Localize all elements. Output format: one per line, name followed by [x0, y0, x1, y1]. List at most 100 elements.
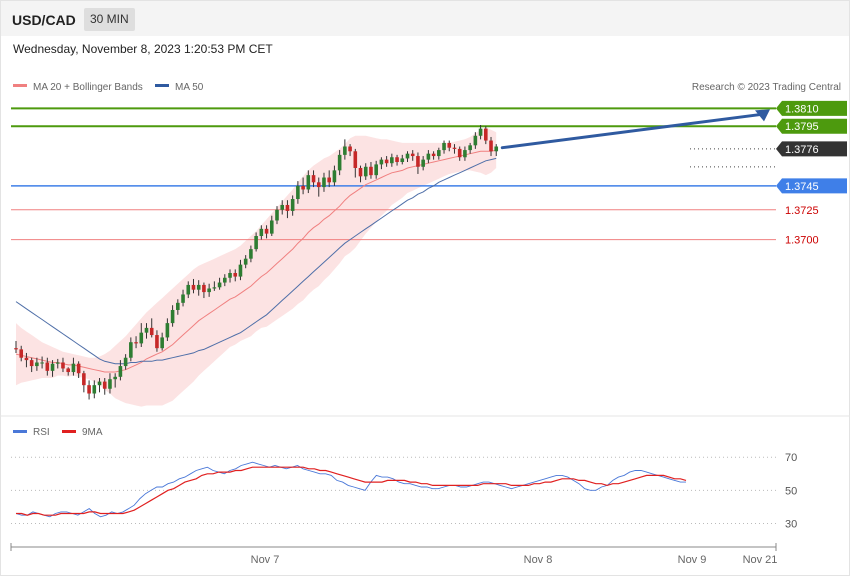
- ma50-line: [15, 157, 497, 365]
- bull-candle: [129, 342, 133, 358]
- bull-candle: [55, 362, 60, 364]
- price-panel: 1.3810 1.3795 1.3776 1.3745 1.3725 1.3700: [11, 100, 847, 407]
- bear-candle: [457, 148, 462, 158]
- ma9-legend-label: 9MA: [82, 427, 103, 438]
- symbol-title: USD/CAD: [12, 12, 76, 28]
- bear-candle: [155, 335, 159, 349]
- bear-candle: [191, 284, 196, 290]
- ma9-legend-swatch: [62, 430, 76, 433]
- ma20-legend-swatch: [13, 84, 27, 87]
- bull-candle: [170, 309, 175, 324]
- rsi-tick-label: 50: [785, 485, 797, 497]
- bear-candle: [353, 151, 358, 168]
- bear-candle: [452, 147, 457, 149]
- level-label: 1.3700: [785, 235, 819, 247]
- bear-candle: [316, 182, 321, 188]
- pivot-level-tag: [776, 141, 847, 157]
- bull-candle: [259, 228, 264, 237]
- bull-candle: [35, 362, 39, 367]
- support-level-tag: [776, 178, 847, 194]
- datetime-label: Wednesday, November 8, 2023 1:20:53 PM C…: [13, 42, 273, 56]
- bear-candle: [301, 185, 305, 190]
- bull-candle: [254, 236, 258, 250]
- rsi-legend-label: RSI: [33, 427, 50, 438]
- bear-candle: [431, 153, 436, 157]
- rsi-panel: 70 50 30: [11, 452, 797, 530]
- bull-candle: [405, 153, 410, 159]
- bear-candle: [327, 177, 331, 183]
- level-tag-label: 1.3776: [785, 144, 819, 156]
- forecast-arrow-head: [755, 109, 770, 122]
- bull-candle: [275, 209, 279, 221]
- bull-candle: [363, 166, 368, 177]
- bull-candle: [217, 282, 222, 288]
- time-axis-label: Nov 9: [678, 554, 707, 566]
- bear-candle: [395, 157, 399, 163]
- rsi-line: [15, 461, 686, 518]
- bear-candle: [102, 381, 107, 389]
- ma50-legend-label: MA 50: [175, 82, 204, 93]
- bull-candle: [176, 302, 180, 310]
- bull-candle: [280, 204, 285, 210]
- bull-candle: [144, 327, 149, 333]
- bull-candle: [494, 146, 499, 152]
- bear-candle: [149, 327, 154, 336]
- ma50-legend-swatch: [155, 84, 169, 87]
- bollinger-band: [16, 127, 497, 407]
- bull-candle: [186, 284, 191, 295]
- bear-candle: [61, 362, 65, 369]
- bear-candle: [410, 153, 415, 157]
- bear-candle: [66, 368, 70, 373]
- bear-candle: [29, 360, 34, 367]
- bear-candle: [489, 140, 493, 152]
- bear-candle: [82, 373, 86, 386]
- bear-candle: [384, 159, 389, 164]
- level-tag-label: 1.3745: [785, 181, 819, 193]
- bull-candle: [463, 150, 467, 158]
- bear-candle: [358, 167, 363, 177]
- bull-candle: [473, 135, 478, 146]
- time-axis-label: Nov 8: [524, 554, 553, 566]
- bear-candle: [14, 348, 18, 350]
- rsi-legend-swatch: [13, 430, 27, 433]
- bear-candle: [311, 175, 316, 183]
- timeframe-button[interactable]: 30 MIN: [84, 8, 135, 31]
- bear-candle: [484, 128, 488, 141]
- bull-candle: [212, 287, 217, 289]
- bear-candle: [45, 362, 50, 371]
- time-axis-label: Nov 21: [743, 554, 778, 566]
- bull-candle: [426, 153, 431, 160]
- bear-candle: [76, 363, 81, 374]
- bear-candle: [447, 142, 452, 148]
- bull-candle: [92, 385, 97, 394]
- bear-candle: [416, 156, 420, 167]
- bull-candle: [238, 264, 243, 277]
- time-axis-label: Nov 7: [251, 554, 280, 566]
- bull-candle: [332, 170, 337, 183]
- time-axis: Nov 7 Nov 8 Nov 9 Nov 21: [10, 543, 778, 566]
- bull-candle: [306, 175, 311, 190]
- level-label: 1.3725: [785, 205, 819, 217]
- bull-candle: [97, 381, 102, 386]
- rsi-ma-line: [16, 466, 687, 516]
- bull-candle: [160, 337, 164, 349]
- bear-candle: [134, 342, 138, 344]
- ma20-legend-label: MA 20 + Bollinger Bands: [33, 82, 143, 93]
- rsi-tick-label: 70: [785, 452, 797, 464]
- forecast-arrow-shaft: [500, 112, 764, 150]
- bull-candle: [379, 159, 384, 165]
- credit-label: Research © 2023 Trading Central: [692, 82, 841, 93]
- bull-candle: [228, 272, 232, 278]
- bear-candle: [24, 357, 29, 361]
- bear-candle: [264, 228, 269, 234]
- bull-candle: [50, 363, 55, 371]
- bull-candle: [123, 357, 128, 367]
- bull-candle: [437, 150, 441, 157]
- bull-candle: [40, 362, 44, 364]
- bull-candle: [478, 128, 483, 136]
- bear-candle: [369, 166, 373, 176]
- resistance-level-tag: [776, 100, 847, 116]
- level-tag-label: 1.3795: [785, 121, 819, 133]
- bear-candle: [348, 146, 352, 152]
